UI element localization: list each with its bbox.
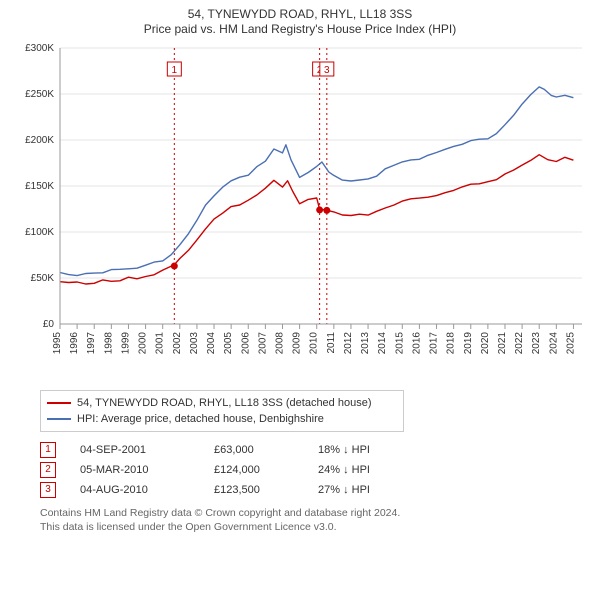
chart-container: £0£50K£100K£150K£200K£250K£300K123199519… bbox=[10, 42, 590, 382]
y-tick-label: £200K bbox=[25, 135, 54, 146]
x-tick-label: 2005 bbox=[223, 332, 234, 355]
x-tick-label: 1996 bbox=[69, 332, 80, 355]
event-row: 1 04-SEP-2001 £63,000 18% ↓ HPI bbox=[40, 440, 590, 460]
legend-swatch bbox=[47, 418, 71, 420]
event-diff: 27% ↓ HPI bbox=[318, 480, 370, 500]
x-tick-label: 2020 bbox=[480, 332, 491, 355]
event-marker-number: 1 bbox=[172, 65, 178, 76]
x-tick-label: 2002 bbox=[172, 332, 183, 355]
y-tick-label: £150K bbox=[25, 181, 54, 192]
x-tick-label: 2016 bbox=[411, 332, 422, 355]
x-tick-label: 2019 bbox=[463, 332, 474, 355]
page-root: 54, TYNEWYDD ROAD, RHYL, LL18 3SS Price … bbox=[0, 0, 600, 590]
chart-svg: £0£50K£100K£150K£200K£250K£300K123199519… bbox=[10, 42, 590, 382]
footer-attribution: Contains HM Land Registry data © Crown c… bbox=[40, 506, 590, 534]
legend-item: 54, TYNEWYDD ROAD, RHYL, LL18 3SS (detac… bbox=[47, 395, 397, 411]
x-tick-label: 1997 bbox=[86, 332, 97, 355]
x-tick-label: 2007 bbox=[257, 332, 268, 355]
event-date: 04-SEP-2001 bbox=[80, 440, 190, 460]
legend-label: 54, TYNEWYDD ROAD, RHYL, LL18 3SS (detac… bbox=[77, 395, 372, 411]
x-tick-label: 2011 bbox=[326, 332, 337, 354]
x-tick-label: 2001 bbox=[155, 332, 166, 355]
x-tick-label: 2010 bbox=[309, 332, 320, 355]
x-tick-label: 1999 bbox=[120, 332, 131, 355]
event-date: 05-MAR-2010 bbox=[80, 460, 190, 480]
event-marker-number: 3 bbox=[324, 65, 330, 76]
x-tick-label: 2025 bbox=[565, 332, 576, 355]
event-price: £63,000 bbox=[214, 440, 294, 460]
x-tick-label: 2018 bbox=[446, 332, 457, 355]
x-tick-label: 2015 bbox=[394, 332, 405, 355]
x-tick-label: 2009 bbox=[292, 332, 303, 355]
x-tick-label: 2022 bbox=[514, 332, 525, 355]
footer-line1: Contains HM Land Registry data © Crown c… bbox=[40, 506, 590, 520]
events-table: 1 04-SEP-2001 £63,000 18% ↓ HPI 2 05-MAR-2010… bbox=[40, 440, 590, 500]
footer-line2: This data is licensed under the Open Gov… bbox=[40, 520, 590, 534]
y-tick-label: £100K bbox=[25, 227, 54, 238]
legend-label: HPI: Average price, detached house, Denb… bbox=[77, 411, 324, 427]
x-tick-label: 2008 bbox=[274, 332, 285, 355]
x-tick-label: 2000 bbox=[138, 332, 149, 355]
event-number-box: 3 bbox=[40, 482, 56, 498]
x-tick-label: 2023 bbox=[531, 332, 542, 355]
y-tick-label: £300K bbox=[25, 43, 54, 54]
x-tick-label: 2024 bbox=[548, 332, 559, 355]
legend-swatch bbox=[47, 402, 71, 404]
event-price: £123,500 bbox=[214, 480, 294, 500]
event-number-box: 2 bbox=[40, 462, 56, 478]
y-tick-label: £0 bbox=[43, 319, 55, 330]
x-tick-label: 2003 bbox=[189, 332, 200, 355]
x-tick-label: 2017 bbox=[429, 332, 440, 355]
y-tick-label: £250K bbox=[25, 89, 54, 100]
event-diff: 24% ↓ HPI bbox=[318, 460, 370, 480]
event-price: £124,000 bbox=[214, 460, 294, 480]
x-tick-label: 2006 bbox=[240, 332, 251, 355]
x-tick-label: 1998 bbox=[103, 332, 114, 355]
x-tick-label: 2021 bbox=[497, 332, 508, 355]
event-date: 04-AUG-2010 bbox=[80, 480, 190, 500]
y-tick-label: £50K bbox=[31, 273, 55, 284]
x-tick-label: 2012 bbox=[343, 332, 354, 355]
legend-item: HPI: Average price, detached house, Denb… bbox=[47, 411, 397, 427]
event-number-box: 1 bbox=[40, 442, 56, 458]
legend-box: 54, TYNEWYDD ROAD, RHYL, LL18 3SS (detac… bbox=[40, 390, 404, 432]
x-tick-label: 2014 bbox=[377, 332, 388, 355]
event-row: 2 05-MAR-2010 £124,000 24% ↓ HPI bbox=[40, 460, 590, 480]
x-tick-label: 2004 bbox=[206, 332, 217, 355]
chart-subtitle: Price paid vs. HM Land Registry's House … bbox=[10, 22, 590, 36]
x-tick-label: 1995 bbox=[52, 332, 63, 355]
x-tick-label: 2013 bbox=[360, 332, 371, 355]
chart-title: 54, TYNEWYDD ROAD, RHYL, LL18 3SS bbox=[10, 6, 590, 22]
event-row: 3 04-AUG-2010 £123,500 27% ↓ HPI bbox=[40, 480, 590, 500]
event-diff: 18% ↓ HPI bbox=[318, 440, 370, 460]
